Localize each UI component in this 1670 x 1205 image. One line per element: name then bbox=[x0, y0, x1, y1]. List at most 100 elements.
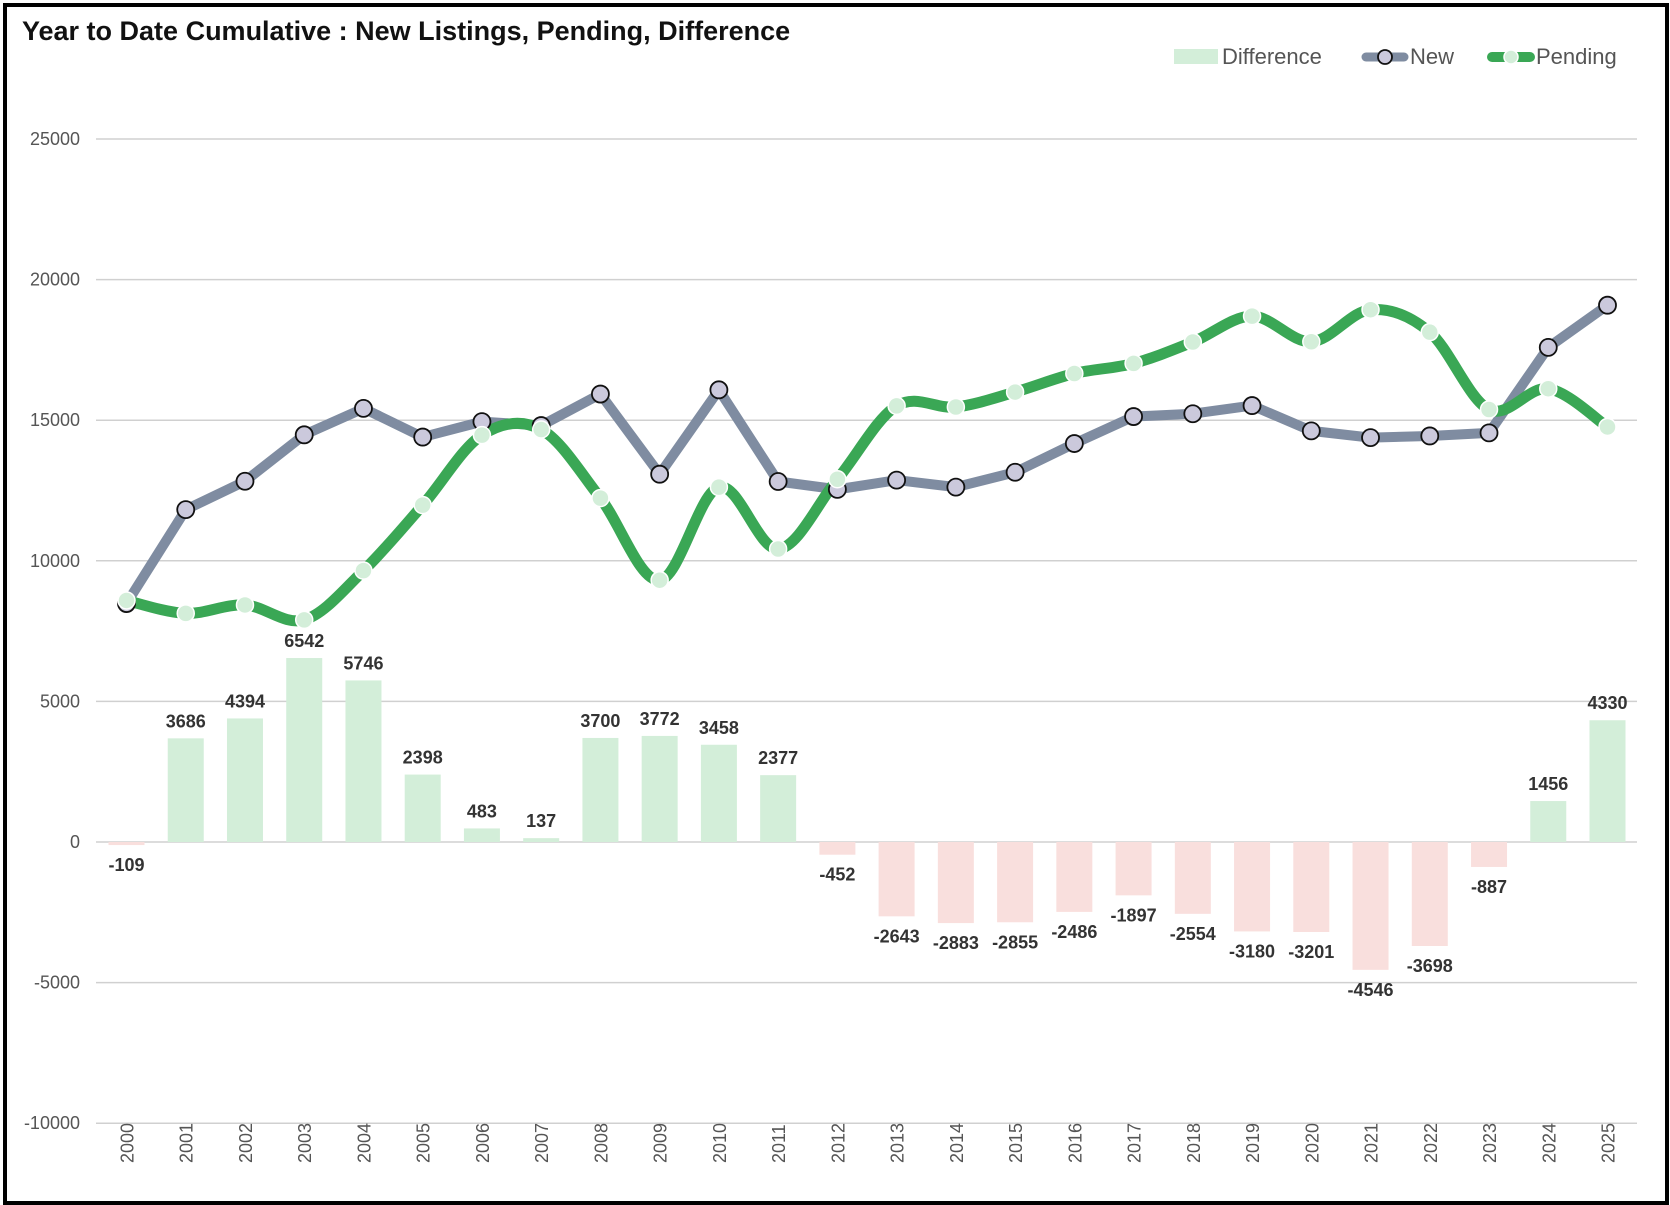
difference-data-label: -2643 bbox=[874, 926, 920, 946]
x-tick-label: 2013 bbox=[888, 1123, 908, 1163]
new-point bbox=[946, 477, 966, 497]
difference-bar bbox=[1234, 842, 1271, 932]
y-tick-label: 15000 bbox=[30, 410, 80, 430]
difference-data-label: -2883 bbox=[933, 933, 979, 953]
x-tick-label: 2010 bbox=[710, 1123, 730, 1163]
pending-point bbox=[1598, 417, 1617, 437]
pending-point bbox=[235, 595, 255, 615]
pending-point bbox=[117, 591, 136, 610]
legend-swatch-difference bbox=[1174, 49, 1218, 64]
y-tick-label: 10000 bbox=[30, 551, 80, 571]
legend-marker-pending bbox=[1503, 49, 1519, 65]
pending-point bbox=[709, 477, 729, 497]
difference-data-label: -2855 bbox=[992, 932, 1038, 952]
difference-data-label: -109 bbox=[108, 855, 144, 875]
pending-point bbox=[413, 495, 432, 515]
difference-data-label: 3700 bbox=[580, 711, 620, 731]
x-tick-label: 2011 bbox=[769, 1124, 789, 1163]
x-tick-label: 2022 bbox=[1421, 1123, 1441, 1163]
difference-bar bbox=[226, 718, 263, 842]
chart-title: Year to Date Cumulative : New Listings, … bbox=[22, 16, 791, 46]
x-tick-label: 2004 bbox=[354, 1123, 374, 1163]
difference-data-label: -2486 bbox=[1051, 922, 1097, 942]
x-tick-label: 2006 bbox=[473, 1123, 493, 1163]
difference-bar bbox=[523, 838, 560, 842]
pending-point bbox=[1005, 382, 1025, 402]
difference-bar bbox=[1471, 842, 1508, 867]
pending-point bbox=[354, 561, 373, 580]
difference-bar bbox=[878, 842, 915, 917]
difference-bar bbox=[1115, 842, 1152, 896]
difference-data-label: -1897 bbox=[1111, 905, 1157, 925]
difference-data-label: -4546 bbox=[1348, 980, 1394, 1000]
pending-series-line bbox=[121, 303, 1613, 627]
series-lines bbox=[117, 295, 1617, 630]
difference-data-label: 6542 bbox=[284, 631, 324, 651]
pending-point bbox=[1302, 332, 1321, 351]
difference-bar bbox=[641, 735, 678, 842]
pending-point bbox=[1183, 332, 1203, 352]
y-tick-label: -10000 bbox=[24, 1113, 80, 1133]
new-point bbox=[1479, 423, 1499, 443]
difference-data-label: 4330 bbox=[1587, 693, 1627, 713]
difference-data-label: 3686 bbox=[166, 711, 206, 731]
new-point bbox=[1420, 426, 1440, 446]
x-axis-ticks: 2000 2001 2002 2003 2004 2005 2006 2007 2008 2009… bbox=[118, 1123, 1619, 1163]
legend-marker-new bbox=[1377, 49, 1393, 65]
x-tick-label: 2000 bbox=[118, 1123, 138, 1163]
pending-point bbox=[1479, 400, 1499, 419]
difference-data-label: 3772 bbox=[640, 709, 680, 729]
difference-data-label: -887 bbox=[1471, 877, 1507, 897]
legend-label-difference: Difference bbox=[1222, 44, 1322, 69]
x-tick-label: 2015 bbox=[1006, 1123, 1026, 1163]
new-point bbox=[176, 500, 196, 520]
legend: Difference New Pending bbox=[1174, 44, 1617, 69]
difference-bar bbox=[167, 738, 204, 842]
new-point bbox=[1124, 407, 1143, 426]
difference-data-label: 4394 bbox=[225, 691, 265, 711]
x-tick-label: 2001 bbox=[177, 1123, 197, 1163]
new-point bbox=[1064, 434, 1084, 453]
difference-data-label: 2398 bbox=[403, 748, 443, 768]
difference-bar bbox=[345, 680, 382, 842]
new-point bbox=[294, 425, 314, 445]
difference-bar bbox=[1411, 842, 1448, 946]
pending-point bbox=[531, 420, 551, 439]
difference-data-label: -3698 bbox=[1407, 956, 1453, 976]
difference-data-label: -3201 bbox=[1288, 942, 1334, 962]
new-point bbox=[1598, 295, 1617, 315]
data-labels: -109 3686 4394 6542 5746 2398 483 137 3700 3772 34… bbox=[108, 631, 1627, 1000]
difference-bar bbox=[404, 774, 441, 842]
x-tick-label: 2003 bbox=[295, 1123, 315, 1163]
new-point bbox=[1242, 396, 1262, 415]
pending-point bbox=[1539, 379, 1558, 398]
x-tick-label: 2019 bbox=[1243, 1123, 1263, 1163]
difference-bars bbox=[108, 658, 1626, 970]
new-point bbox=[413, 427, 433, 447]
pending-point bbox=[946, 397, 966, 417]
x-tick-label: 2012 bbox=[828, 1123, 848, 1163]
y-axis-ticks: 25000 20000 15000 10000 5000 0 -5000 -10000 bbox=[24, 129, 80, 1133]
difference-bar bbox=[819, 842, 856, 855]
y-tick-label: 25000 bbox=[30, 129, 80, 149]
difference-data-label: 1456 bbox=[1528, 774, 1568, 794]
difference-data-label: -3180 bbox=[1229, 941, 1275, 961]
x-tick-label: 2014 bbox=[947, 1123, 967, 1163]
x-tick-label: 2023 bbox=[1480, 1123, 1500, 1163]
new-point bbox=[887, 470, 907, 490]
difference-data-label: 2377 bbox=[758, 748, 798, 768]
difference-bar bbox=[700, 744, 737, 842]
new-point bbox=[1361, 428, 1380, 448]
pending-point bbox=[887, 396, 906, 416]
x-tick-label: 2002 bbox=[236, 1123, 256, 1163]
difference-bar bbox=[1174, 842, 1211, 914]
difference-data-label: 483 bbox=[467, 801, 497, 821]
x-tick-label: 2020 bbox=[1302, 1123, 1322, 1163]
y-tick-label: 20000 bbox=[30, 270, 80, 290]
x-tick-label: 2025 bbox=[1599, 1123, 1619, 1163]
pending-point bbox=[768, 539, 788, 559]
difference-bar bbox=[760, 775, 797, 842]
new-point bbox=[354, 398, 373, 418]
difference-bar bbox=[997, 842, 1034, 923]
difference-data-label: -452 bbox=[819, 865, 855, 885]
